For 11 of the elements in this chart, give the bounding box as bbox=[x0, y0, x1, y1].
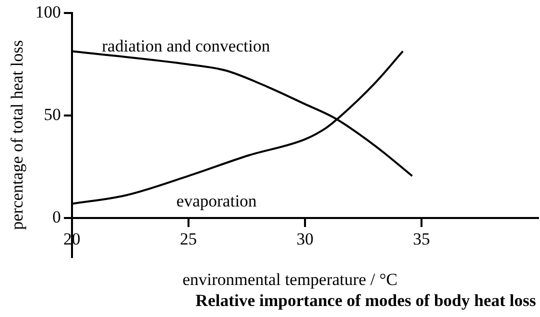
x-tick-label: 35 bbox=[412, 230, 430, 249]
x-axis-title: environmental temperature / °C bbox=[182, 270, 398, 290]
x-tick-label: 30 bbox=[296, 230, 314, 249]
y-tick-label: 50 bbox=[44, 105, 61, 124]
y-tick-label: 0 bbox=[52, 207, 61, 226]
y-tick-label: 100 bbox=[35, 2, 61, 22]
series-label: evaporation bbox=[176, 191, 258, 210]
text: Relative importance of modes of body heat loss bbox=[194, 291, 537, 311]
y-axis-title: percentage of total heat loss bbox=[8, 40, 27, 230]
x-tick-label: 25 bbox=[180, 230, 197, 249]
series-label: radiation and convection bbox=[102, 36, 270, 56]
